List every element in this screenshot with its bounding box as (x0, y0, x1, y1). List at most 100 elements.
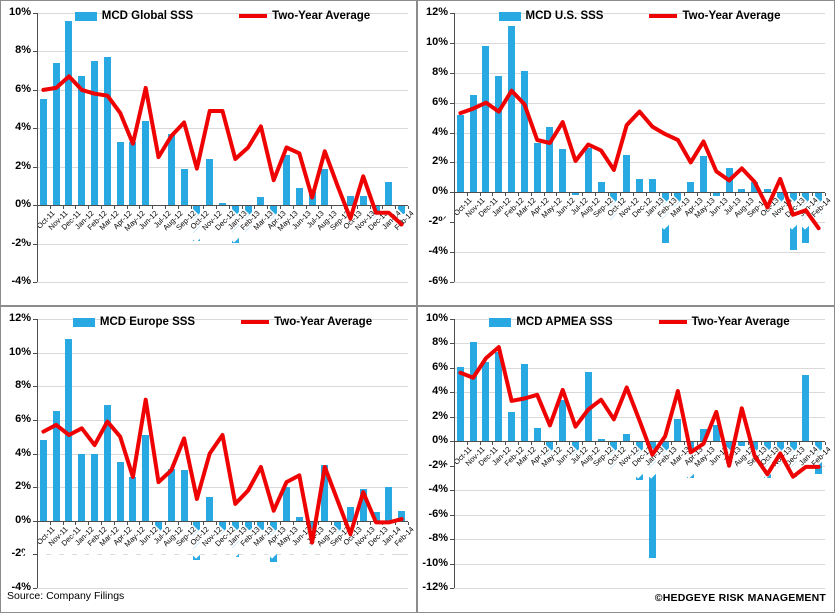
y-axis-label: 6% (432, 95, 448, 108)
y-axis-label: 12% (425, 6, 448, 18)
legend-bar-label: MCD U.S. SSS (525, 10, 604, 22)
x-axis-tick (620, 193, 622, 197)
chart-legend: MCD APMEA SSS Two-Year Average (454, 316, 825, 328)
x-axis-zero-line (454, 441, 825, 443)
y-axis-tick (450, 392, 454, 394)
x-axis-tick (318, 206, 320, 210)
x-axis-zero-line (37, 205, 408, 207)
sss-bar (559, 399, 567, 442)
sss-bar (385, 182, 393, 206)
sss-bar (91, 453, 99, 521)
x-axis-tick (344, 521, 346, 525)
x-axis-tick (280, 521, 282, 525)
gridline (37, 243, 408, 245)
x-axis-tick (177, 521, 179, 525)
x-axis-tick (479, 442, 481, 446)
x-axis-tick (709, 193, 711, 197)
y-axis-tick (450, 416, 454, 418)
sss-bar (687, 181, 695, 193)
x-axis-tick (530, 193, 532, 197)
legend-line-label: Two-Year Average (272, 10, 371, 22)
sss-bar (129, 477, 137, 521)
y-axis-tick (33, 554, 37, 556)
x-axis-tick (190, 521, 192, 525)
x-axis-tick (748, 442, 750, 446)
y-axis-label: -12% (422, 581, 448, 593)
x-axis-tick (799, 193, 801, 197)
y-axis-label: 0% (432, 185, 448, 198)
x-axis-tick (216, 206, 218, 210)
x-axis-tick (382, 206, 384, 210)
x-axis-tick (318, 521, 320, 525)
sss-bar (78, 76, 86, 206)
sss-bar (495, 352, 503, 442)
y-axis-tick (450, 367, 454, 369)
y-axis-tick (450, 588, 454, 589)
sss-bar (636, 178, 643, 193)
y-axis-tick (450, 162, 454, 164)
sss-bar (52, 62, 60, 206)
y-axis-tick (33, 13, 37, 14)
legend-item-sss: MCD U.S. SSS (498, 10, 604, 22)
x-axis-tick (331, 521, 333, 525)
y-axis-tick (450, 102, 454, 104)
y-axis-tick (33, 319, 37, 320)
y-axis-tick (33, 89, 37, 91)
sss-bar (180, 470, 188, 521)
x-axis-tick (581, 193, 583, 197)
x-axis-tick (369, 521, 371, 525)
chart-legend: MCD U.S. SSS Two-Year Average (454, 10, 825, 22)
y-axis-tick (450, 252, 454, 254)
legend-bar-swatch-icon (489, 317, 512, 327)
y-axis-tick (450, 13, 454, 14)
sss-bar (103, 57, 111, 206)
sss-bar (321, 465, 329, 521)
x-axis-tick (697, 442, 699, 446)
sss-bar (282, 487, 290, 521)
legend-line-label: Two-Year Average (682, 10, 781, 22)
x-axis-tick (228, 521, 230, 525)
sss-bar (572, 193, 580, 195)
sss-bar (623, 433, 631, 442)
x-axis-tick (761, 193, 763, 197)
gridline (454, 514, 825, 516)
y-axis-line (454, 319, 455, 588)
sss-bar (65, 20, 73, 206)
x-axis-tick (684, 193, 686, 197)
y-axis-tick (450, 563, 454, 565)
y-axis-label: 10% (8, 6, 31, 18)
x-axis-zero-line (37, 520, 408, 522)
y-axis-label: 0% (15, 198, 31, 211)
sss-bar (802, 375, 810, 442)
y-axis-label: 8% (15, 379, 31, 392)
sss-bar (738, 442, 746, 446)
x-axis-tick (113, 206, 115, 210)
x-axis-tick (75, 521, 77, 525)
sss-bar (103, 404, 111, 521)
y-axis-label: 8% (432, 65, 448, 78)
x-axis-tick (786, 442, 788, 446)
y-axis-tick (33, 487, 37, 489)
x-axis-tick (825, 442, 826, 446)
x-axis-tick (203, 521, 205, 525)
y-axis-tick (33, 205, 37, 207)
x-axis-tick (517, 442, 519, 446)
x-axis-tick (543, 442, 545, 446)
sss-bar (648, 178, 656, 193)
y-axis-label: 2% (432, 409, 448, 422)
x-axis-tick (812, 193, 814, 197)
x-axis-tick (466, 193, 468, 197)
sss-bar (648, 442, 656, 559)
chart-panel-apmea: 10% 8% 6% 4% 2% 0% -2% -4% -6% -8% -10% -12% Oct-11 N… (417, 306, 835, 613)
gridline (454, 392, 825, 394)
sss-bar (712, 425, 720, 442)
x-axis-tick (88, 521, 90, 525)
legend-item-sss: MCD APMEA SSS (489, 316, 613, 328)
y-axis-tick (450, 514, 454, 516)
x-axis-tick (164, 206, 166, 210)
x-axis-tick (254, 206, 256, 210)
sss-bar (39, 440, 47, 521)
x-axis-tick (126, 521, 128, 525)
x-axis-tick (139, 206, 141, 210)
